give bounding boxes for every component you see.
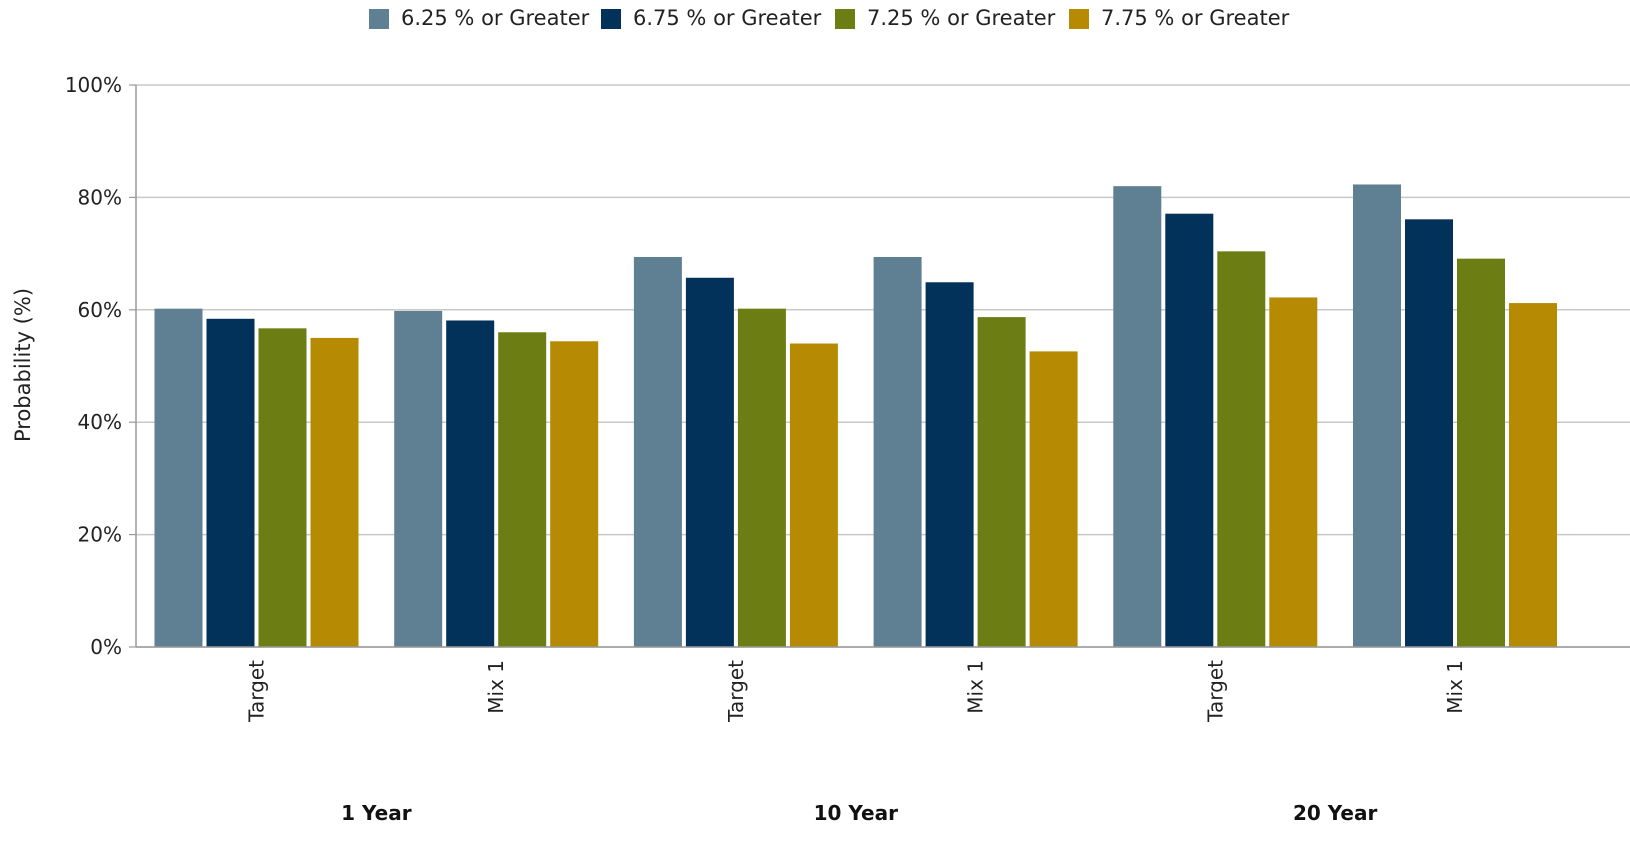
x-category-label: Mix 1 [1443, 660, 1467, 714]
legend-item: 7.75 % or Greater [1069, 6, 1290, 30]
bar [310, 337, 359, 647]
legend-swatch [1069, 9, 1089, 29]
axes [135, 85, 1630, 648]
x-category-label: Mix 1 [484, 660, 508, 714]
bar [1509, 303, 1557, 647]
bar [498, 332, 547, 647]
bar [1457, 258, 1505, 647]
legend-item: 6.25 % or Greater [369, 6, 590, 30]
x-axis-categories: Target Mix 1 Target Mix 1 Target Mix 1 [245, 660, 1468, 723]
bar [977, 317, 1026, 647]
bar [1113, 186, 1162, 647]
bar [1353, 184, 1401, 647]
bar [873, 256, 922, 647]
legend: 6.25 % or Greater 6.75 % or Greater 7.25 %… [369, 6, 1290, 30]
legend-label: 7.75 % or Greater [1101, 6, 1290, 30]
legend-item: 7.25 % or Greater [835, 6, 1056, 30]
x-group-label: 1 Year [341, 801, 412, 825]
x-group-label: 20 Year [1293, 801, 1378, 825]
legend-swatch [601, 9, 621, 29]
y-tick-label: 40% [78, 410, 122, 434]
bar [154, 308, 203, 647]
bar [258, 328, 307, 647]
bar [1165, 213, 1214, 647]
y-tick-label: 20% [78, 523, 122, 547]
bar [633, 256, 682, 647]
y-tick-label: 0% [90, 635, 122, 659]
bar [446, 320, 495, 647]
bar [550, 341, 599, 647]
x-category-label: Target [724, 660, 748, 723]
legend-label: 6.25 % or Greater [401, 6, 590, 30]
legend-swatch [835, 9, 855, 29]
bar [1405, 219, 1453, 647]
bar [394, 310, 443, 647]
legend-swatch [369, 9, 389, 29]
bar [789, 343, 838, 647]
y-tick-label: 60% [78, 298, 122, 322]
bar [1029, 351, 1078, 647]
bar [737, 308, 786, 647]
bar [206, 318, 255, 647]
legend-label: 7.25 % or Greater [867, 6, 1056, 30]
x-category-label: Mix 1 [964, 660, 988, 714]
legend-item: 6.75 % or Greater [601, 6, 822, 30]
x-category-label: Target [1203, 660, 1227, 723]
legend-label: 6.75 % or Greater [633, 6, 822, 30]
x-group-label: 10 Year [814, 801, 899, 825]
y-axis-ticks: 0% 20% 40% 60% 80% 100% [65, 73, 136, 659]
bar [1217, 251, 1266, 648]
bars [154, 184, 1557, 648]
x-category-label: Target [245, 660, 269, 723]
bar [1269, 297, 1318, 647]
x-axis-groups: 1 Year 10 Year 20 Year [341, 801, 1377, 825]
y-tick-label: 100% [65, 73, 122, 97]
bar [925, 282, 974, 647]
bar [685, 277, 734, 647]
y-axis-label: Probability (%) [11, 288, 35, 442]
y-tick-label: 80% [78, 185, 122, 209]
